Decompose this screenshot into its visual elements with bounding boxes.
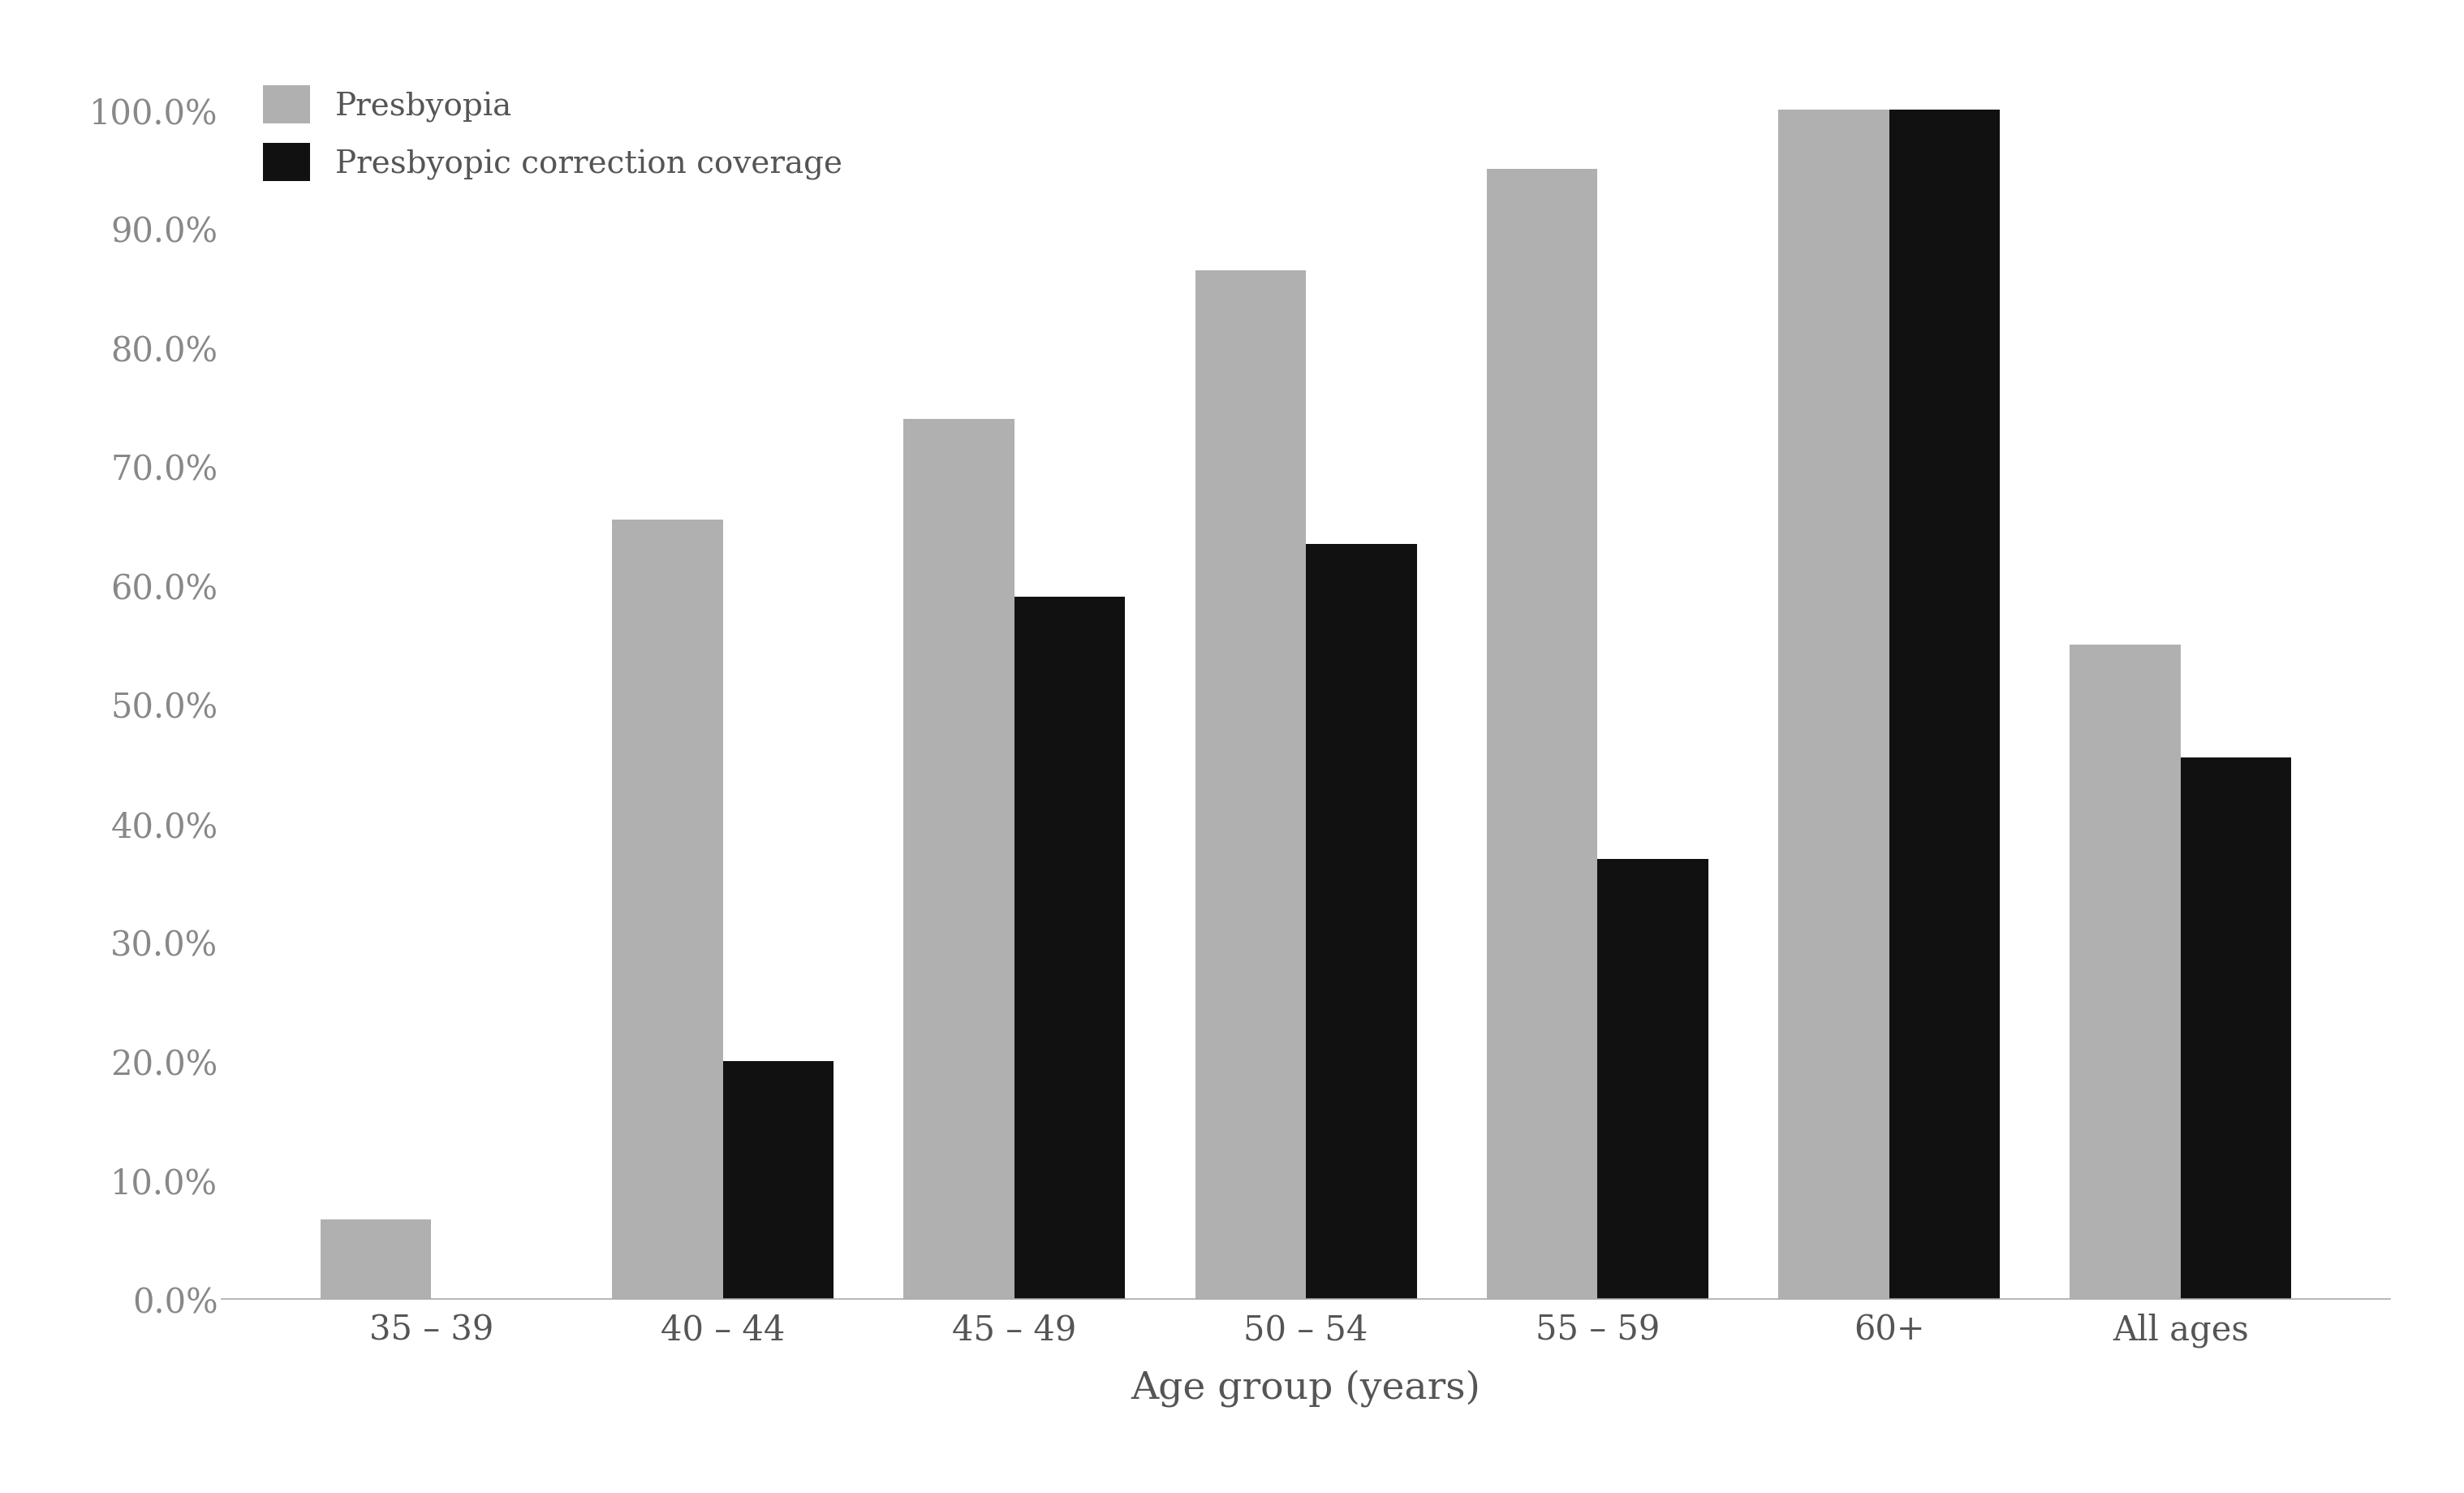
Bar	[1195, 270, 1306, 1299]
Bar	[1597, 858, 1708, 1299]
Bar	[2070, 645, 2181, 1299]
X-axis label: Age group (years): Age group (years)	[1131, 1369, 1481, 1406]
Legend: Presbyopia, Presbyopic correction coverage: Presbyopia, Presbyopic correction covera…	[237, 61, 867, 208]
Bar	[611, 520, 722, 1299]
Bar	[1779, 110, 1890, 1299]
Bar	[1015, 597, 1126, 1299]
Bar	[1890, 110, 2001, 1299]
Bar	[320, 1220, 431, 1299]
Bar	[722, 1062, 833, 1299]
Bar	[1306, 543, 1417, 1299]
Bar	[904, 420, 1015, 1299]
Bar	[2181, 758, 2292, 1299]
Bar	[1486, 170, 1597, 1299]
